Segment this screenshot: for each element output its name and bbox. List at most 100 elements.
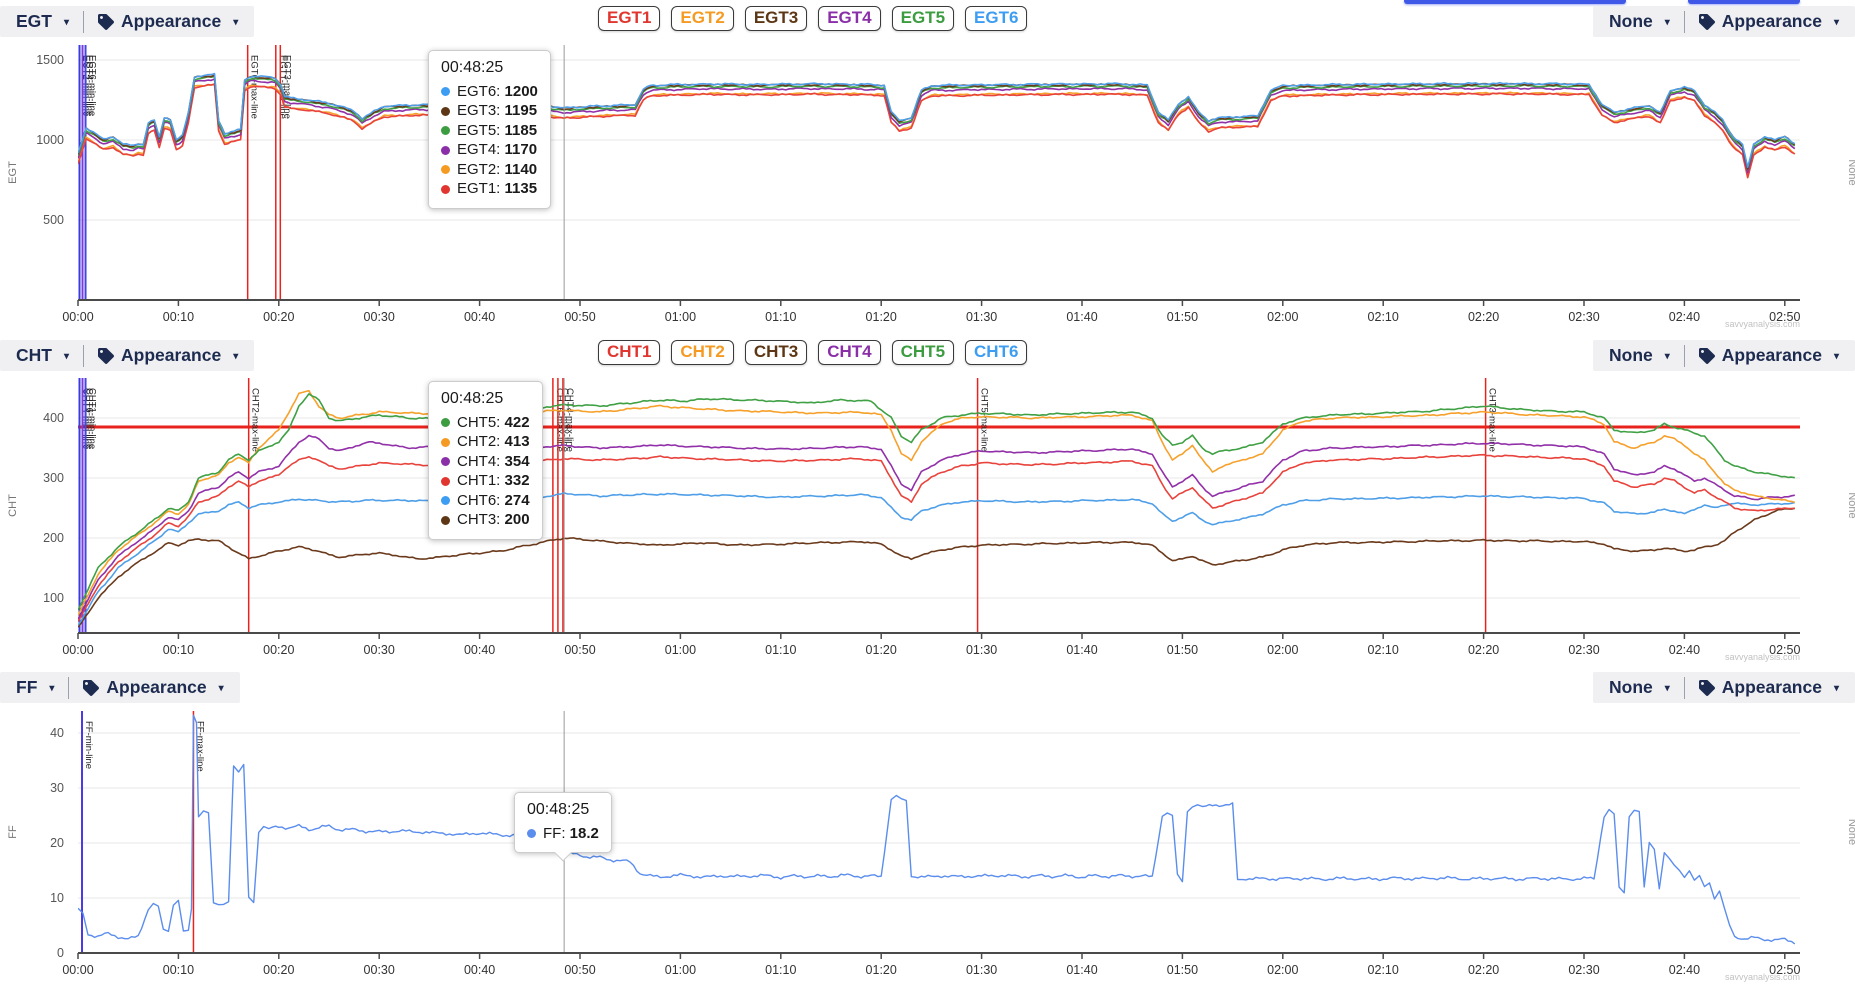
- cht-right-appearance-menu[interactable]: Appearance ▾: [1698, 345, 1839, 366]
- egt-appearance-label: Appearance: [121, 11, 222, 31]
- x-tick-label: 01:30: [966, 310, 997, 324]
- ff-chart[interactable]: FF-min-line FF-max-line 00:00 00:10 00:20 00:…: [0, 666, 1855, 999]
- legend-button-egt5[interactable]: EGT5: [891, 6, 955, 31]
- egt-right-appearance-menu[interactable]: Appearance ▾: [1698, 11, 1839, 32]
- cht-right-axis-selector[interactable]: None ▾: [1609, 345, 1670, 366]
- cht-series-selector[interactable]: CHT ▾: [16, 345, 69, 366]
- series-dot-icon: [441, 418, 450, 428]
- chevron-down-icon: ▾: [218, 683, 224, 694]
- x-tick-label: 01:00: [665, 963, 696, 977]
- x-tick-label: 02:10: [1368, 310, 1399, 324]
- legend-button-egt3[interactable]: EGT3: [744, 6, 808, 31]
- x-tick-label: 00:30: [364, 963, 395, 977]
- series-line-egt5: [78, 75, 1796, 171]
- legend-button-cht4[interactable]: CHT4: [818, 340, 881, 365]
- egt-chart[interactable]: EGT2-min-lineEGT4-min-lineEGT6-min-lineE…: [0, 0, 1855, 333]
- tag-icon: [98, 347, 114, 364]
- divider: [1683, 676, 1685, 699]
- legend-button-cht2[interactable]: CHT2: [671, 340, 734, 365]
- series-line-egt6: [78, 72, 1796, 168]
- legend-button-cht3[interactable]: CHT3: [744, 340, 808, 365]
- limit-line-label: CHT2-max-line: [250, 388, 261, 452]
- limit-line-label: FF-min-line: [83, 721, 94, 769]
- x-tick-label: 02:40: [1669, 643, 1700, 657]
- legend-button-egt1[interactable]: EGT1: [598, 6, 661, 31]
- divider: [1683, 344, 1685, 367]
- limit-line-label: EGT1-max-line: [277, 55, 288, 119]
- series-line-egt4: [78, 78, 1796, 174]
- tooltip-time: 00:48:25: [441, 390, 504, 407]
- cht-right-selector-label: None: [1609, 345, 1653, 365]
- chevron-down-icon: ▾: [1833, 351, 1839, 362]
- legend-button-cht6[interactable]: CHT6: [965, 340, 1028, 365]
- legend-button-egt6[interactable]: EGT6: [965, 6, 1028, 31]
- tag-icon: [83, 679, 100, 696]
- chevron-down-icon: ▾: [1833, 17, 1839, 28]
- limit-line-label: EGT4-min-line: [84, 55, 95, 116]
- ff-right-selector-label: None: [1609, 677, 1653, 697]
- series-dot-icon: [441, 87, 450, 97]
- right-axis-title: None: [1846, 819, 1855, 845]
- x-tick-label: 01:50: [1167, 963, 1198, 977]
- x-tick-label: 00:10: [163, 310, 194, 324]
- legend-button-cht1[interactable]: CHT1: [598, 340, 661, 365]
- tooltip-row-cht6: CHT6: 274: [441, 491, 530, 511]
- legend-button-egt4[interactable]: EGT4: [818, 6, 881, 31]
- y-tick-label: 20: [50, 836, 64, 850]
- x-tick-label: 01:20: [866, 963, 897, 977]
- y-axis-title: FF: [7, 825, 19, 839]
- tooltip-row-cht4: CHT4: 354: [441, 452, 530, 472]
- y-tick-label: 300: [43, 471, 64, 485]
- ff-appearance-menu[interactable]: Appearance ▾: [83, 677, 224, 698]
- x-tick-label: 00:20: [263, 310, 294, 324]
- cht-tooltip: 00:48:25 CHT5: 422 CHT2: 413 CHT4: 354 CHT1:…: [428, 381, 543, 540]
- divider: [1683, 10, 1685, 33]
- egt-right-axis-selector[interactable]: None ▾: [1609, 11, 1670, 32]
- x-tick-label: 00:50: [564, 963, 595, 977]
- tooltip-row-egt3: EGT3: 1195: [441, 101, 538, 121]
- x-tick-label: 02:20: [1468, 643, 1499, 657]
- egt-right-controls: None ▾ Appearance ▾: [1593, 6, 1855, 37]
- x-tick-label: 00:50: [564, 643, 595, 657]
- egt-selector-label: EGT: [16, 11, 52, 31]
- tag-icon: [98, 13, 115, 30]
- ff-right-axis-selector[interactable]: None ▾: [1609, 677, 1670, 698]
- tooltip-row-ff: FF: 18.2: [527, 824, 599, 844]
- cht-left-controls: CHT ▾ Appearance ▾: [0, 340, 255, 371]
- tooltip-row-egt1: EGT1: 1135: [441, 179, 538, 199]
- x-tick-label: 02:30: [1568, 310, 1599, 324]
- cht-chart[interactable]: CHT4-min-lineCHT6-min-lineCHT1-min-lineC…: [0, 333, 1855, 666]
- x-tick-label: 00:40: [464, 643, 495, 657]
- egt-appearance-menu[interactable]: Appearance ▾: [98, 11, 238, 32]
- chevron-down-icon: ▾: [1664, 351, 1670, 362]
- cht-appearance-menu[interactable]: Appearance ▾: [98, 345, 238, 366]
- ff-right-appearance-menu[interactable]: Appearance ▾: [1698, 677, 1839, 698]
- x-tick-label: 01:30: [966, 643, 997, 657]
- x-tick-label: 01:30: [966, 963, 997, 977]
- y-tick-label: 100: [43, 591, 64, 605]
- limit-line-label: CHT5-max-line: [979, 388, 990, 452]
- x-tick-label: 01:00: [665, 310, 696, 324]
- cutoff-button-bar: [1688, 0, 1800, 4]
- watermark: savvyanalysis.com: [1725, 319, 1800, 329]
- chevron-down-icon: ▾: [49, 683, 55, 694]
- y-tick-label: 400: [43, 411, 64, 425]
- series-dot-icon: [441, 437, 450, 447]
- x-tick-label: 02:10: [1368, 643, 1399, 657]
- legend-button-egt2[interactable]: EGT2: [671, 6, 734, 31]
- x-tick-label: 01:20: [866, 310, 897, 324]
- x-tick-label: 00:30: [364, 310, 395, 324]
- x-tick-label: 02:50: [1769, 310, 1800, 324]
- x-tick-label: 00:20: [263, 643, 294, 657]
- ff-right-appearance-label: Appearance: [1721, 677, 1822, 697]
- y-tick-label: 500: [43, 213, 64, 227]
- egt-series-selector[interactable]: EGT ▾: [16, 11, 69, 32]
- ff-series-selector[interactable]: FF ▾: [16, 677, 54, 698]
- series-dot-icon: [527, 829, 536, 839]
- chevron-down-icon: ▾: [1664, 683, 1670, 694]
- legend-button-cht5[interactable]: CHT5: [891, 340, 955, 365]
- series-line-cht4: [78, 434, 1795, 620]
- chevron-down-icon: ▾: [233, 17, 239, 28]
- cht-appearance-label: Appearance: [121, 345, 222, 365]
- tooltip-time: 00:48:25: [441, 59, 504, 76]
